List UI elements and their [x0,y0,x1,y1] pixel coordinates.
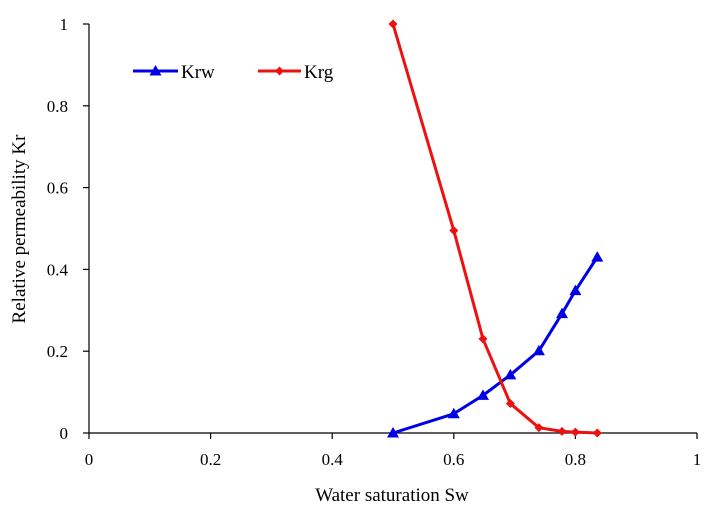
x-axis-title: Water saturation Sw [315,485,469,506]
y-tick-label: 0.2 [47,342,68,361]
x-tick-label: 0.2 [200,450,221,469]
data-point-krg [388,19,398,29]
x-tick-label: 0 [85,450,94,469]
data-point-krw [447,407,460,419]
data-point-krg [505,399,515,409]
data-point-krw [532,344,545,356]
series-line-krg [391,23,598,435]
data-point-krw [569,284,582,296]
data-point-krg [478,334,488,344]
data-point-krg [570,427,580,437]
legend-label: Krg [304,62,334,83]
x-tick-label: 0.8 [565,450,586,469]
series-line-krw [392,256,599,435]
data-point-krg [449,226,459,236]
data-point-krg [557,426,567,436]
y-tick-label: 0.4 [47,260,69,279]
y-tick-label: 0.8 [47,97,68,116]
legend-marker [149,65,162,76]
data-point-krw [556,307,569,319]
data-point-krg [592,428,602,438]
legend-item-krw: Krw [133,62,215,83]
data-point-krg [534,423,544,433]
legend-label: Krw [181,62,215,83]
series-krw [387,251,604,438]
y-axis-title: Relative permeability Kr [9,134,30,324]
x-tick-label: 0.4 [322,450,344,469]
data-point-krw [476,389,489,400]
y-tick-label: 0.6 [47,179,68,198]
data-point-krw [387,427,399,438]
series-lines [387,19,604,438]
legend-item-krg: Krg [258,62,334,83]
data-point-krw [504,368,517,380]
legend-marker [275,66,284,76]
x-tick-label: 0.6 [443,450,464,469]
data-point-krw [591,251,604,262]
y-tick-label: 0 [60,424,69,443]
series-krg [388,19,602,438]
x-tick-label: 1 [693,450,702,469]
legend: Krw Krg [133,62,334,83]
axes [83,23,698,439]
y-tick-label: 1 [60,15,69,34]
tick-labels: 0 0.2 0.4 0.6 0.8 1 0 0.2 0.4 0.6 0.8 1 [47,15,702,469]
